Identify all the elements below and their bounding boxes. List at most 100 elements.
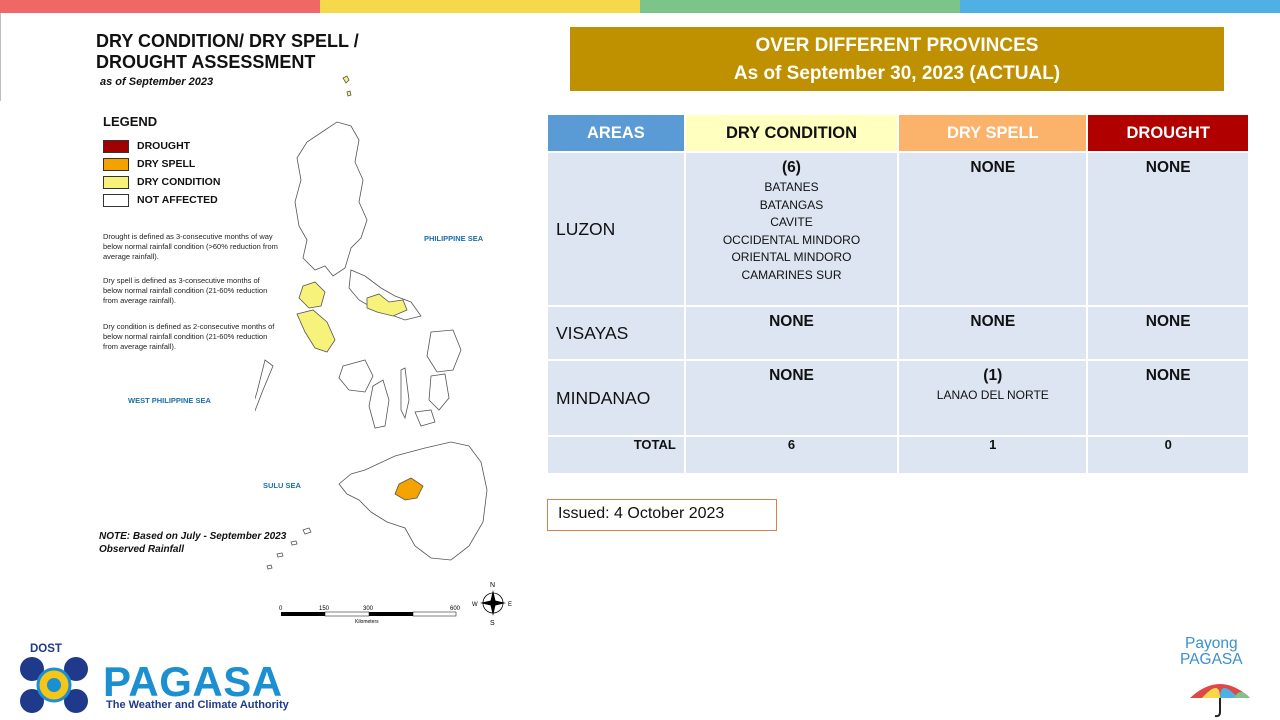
issued-date: Issued: 4 October 2023 — [547, 499, 777, 531]
top-bar-segment-green — [640, 0, 960, 13]
province-batangas: BATANGAS — [759, 197, 824, 212]
definition-drought: Drought is defined as 3-consecutive mont… — [103, 232, 278, 261]
map-bohol — [414, 409, 436, 427]
total-drought: 0 — [1088, 437, 1248, 473]
umbrella-icon — [1190, 684, 1250, 718]
map-panay — [338, 359, 374, 393]
legend-item-drought: DROUGHT — [103, 137, 220, 155]
province-lanao-del-norte: LANAO DEL NORTE — [936, 388, 1049, 402]
luzon-drought-value: NONE — [1145, 159, 1191, 176]
mindanao-drought: NONE — [1088, 361, 1248, 435]
banner-line1: OVER DIFFERENT PROVINCES — [755, 35, 1039, 56]
mindanao-dry-spell: (1) LANAO DEL NORTE — [899, 361, 1087, 435]
legend-swatch-dry-condition — [103, 175, 129, 189]
luzon-dry-spell-value: NONE — [970, 159, 1016, 176]
map-title-line2: DROUGHT ASSESSMENT — [96, 52, 316, 72]
definition-dry-condition: Dry condition is defined as 2-consecutiv… — [103, 322, 275, 351]
mindanao-dry-condition: NONE — [685, 361, 898, 435]
assessment-table: AREAS DRY CONDITION DRY SPELL DROUGHT LU… — [546, 113, 1250, 475]
legend-item-dry-spell: DRY SPELL — [103, 155, 220, 173]
visayas-dry-condition-value: NONE — [769, 313, 814, 330]
label-sulu-sea: SULU SEA — [263, 481, 301, 490]
map-camarines-sur — [366, 293, 408, 317]
compass-s: S — [490, 620, 495, 627]
map-note: NOTE: Based on July - September 2023 Obs… — [99, 530, 286, 556]
legend-label-dry-spell: DRY SPELL — [137, 158, 196, 170]
definition-dry-spell: Dry spell is defined as 3-consecutive mo… — [103, 276, 268, 305]
visayas-drought-value: NONE — [1145, 313, 1191, 330]
visayas-drought: NONE — [1088, 307, 1248, 359]
map-subtitle: as of September 2023 — [100, 76, 214, 88]
map-samar — [426, 329, 462, 373]
total-dry-spell: 1 — [899, 437, 1087, 473]
header-drought: DROUGHT — [1088, 115, 1248, 151]
legend-title: LEGEND — [103, 114, 158, 129]
map-negros — [368, 379, 390, 429]
compass-w: W — [472, 602, 478, 608]
province-batanes: BATANES — [764, 180, 819, 194]
map-title-line1: DRY CONDITION/ DRY SPELL / — [96, 31, 359, 51]
map-note-line2: Observed Rainfall — [99, 544, 185, 555]
pagasa-wordmark: PAGASA — [103, 658, 283, 705]
left-rule — [0, 13, 1, 101]
compass-e: E — [508, 602, 512, 608]
payong-line2: PAGASA — [1180, 651, 1243, 668]
luzon-dry-spell: NONE — [899, 153, 1087, 305]
map-luzon — [294, 121, 368, 277]
label-philippine-sea: PHILIPPINE SEA — [424, 234, 484, 243]
pagasa-logo-icon — [20, 657, 88, 713]
compass-n: N — [490, 582, 495, 589]
map-mindanao — [338, 441, 488, 561]
mindanao-dry-condition-value: NONE — [769, 367, 814, 384]
province-camarines-sur: CAMARINES SUR — [741, 267, 842, 282]
area-visayas: VISAYAS — [548, 307, 684, 359]
map-cebu — [400, 367, 410, 420]
table-row-total: TOTAL 6 1 0 — [548, 437, 1248, 473]
visayas-dry-spell-value: NONE — [970, 313, 1016, 330]
map-note-line1: NOTE: Based on July - September 2023 — [99, 531, 287, 542]
province-occidental-mindoro: OCCIDENTAL MINDORO — [722, 232, 861, 247]
header-areas: AREAS — [548, 115, 684, 151]
area-mindanao: MINDANAO — [548, 361, 684, 435]
banner-line2: As of September 30, 2023 (ACTUAL) — [733, 63, 1061, 84]
legend-swatch-not-affected — [103, 193, 129, 207]
luzon-dry-condition: (6) BATANES BATANGAS CAVITE OCCIDENTAL M… — [685, 153, 898, 305]
pagasa-tagline: The Weather and Climate Authority — [106, 699, 289, 711]
area-luzon: LUZON — [548, 153, 684, 305]
table-header-row: AREAS DRY CONDITION DRY SPELL DROUGHT — [548, 115, 1248, 151]
table-row-visayas: VISAYAS NONE NONE NONE — [548, 307, 1248, 359]
philippines-map: 0 150 300 600 Kilometers N S E W — [255, 75, 512, 627]
header-dry-spell: DRY SPELL — [899, 115, 1087, 151]
top-bar-segment-yellow — [320, 0, 640, 13]
luzon-drought: NONE — [1088, 153, 1248, 305]
scale-tick-300: 300 — [363, 606, 374, 612]
map-sulu-islands — [266, 527, 312, 570]
scale-bar: 0 150 300 600 Kilometers — [279, 606, 461, 625]
legend-label-drought: DROUGHT — [137, 140, 191, 152]
payong-line1: Payong — [1185, 635, 1238, 652]
province-banner: OVER DIFFERENT PROVINCES As of September… — [570, 27, 1224, 91]
top-color-bar — [0, 0, 1280, 13]
table-row-luzon: LUZON (6) BATANES BATANGAS CAVITE OCCIDE… — [548, 153, 1248, 305]
total-dry-condition: 6 — [685, 437, 898, 473]
scale-tick-600: 600 — [450, 606, 461, 612]
top-bar-segment-red — [0, 0, 320, 13]
map-title: DRY CONDITION/ DRY SPELL / DROUGHT ASSES… — [96, 31, 359, 73]
scale-tick-150: 150 — [319, 606, 330, 612]
label-west-philippine-sea: WEST PHILIPPINE SEA — [128, 396, 211, 405]
dost-label: DOST — [30, 643, 62, 655]
visayas-dry-condition: NONE — [685, 307, 898, 359]
visayas-dry-spell: NONE — [899, 307, 1087, 359]
province-cavite: CAVITE — [770, 215, 813, 229]
legend-label-not-affected: NOT AFFECTED — [137, 194, 218, 206]
scale-tick-0: 0 — [279, 606, 283, 612]
header-dry-condition: DRY CONDITION — [685, 115, 898, 151]
map-leyte — [428, 373, 450, 411]
legend-item-not-affected: NOT AFFECTED — [103, 191, 220, 209]
legend-swatch-drought — [103, 139, 129, 153]
map-batangas-cavite — [298, 281, 326, 309]
scale-unit: Kilometers — [355, 619, 379, 625]
top-bar-segment-blue — [960, 0, 1280, 13]
map-palawan — [255, 359, 274, 412]
payong-pagasa-logo: Payong PAGASA — [1180, 636, 1243, 668]
